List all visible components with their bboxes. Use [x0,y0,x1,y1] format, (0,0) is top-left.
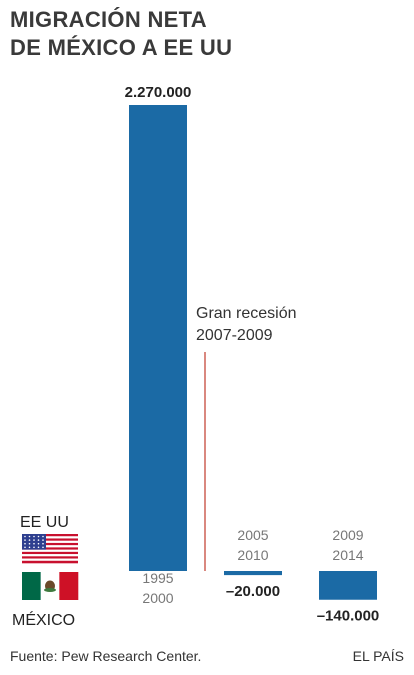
category-label-1-1: 2010 [237,547,268,563]
chart-title: MIGRACIÓN NETA DE MÉXICO A EE UU [10,6,390,62]
source-note: Fuente: Pew Research Center. [10,648,202,664]
recession-annotation-line-0: Gran recesión [196,305,297,322]
value-label-2: –140.000 [317,608,380,625]
bar-2 [319,571,377,600]
bar-1 [224,571,282,576]
category-label-2-1: 2014 [332,547,363,563]
chart-title-line-2: DE MÉXICO A EE UU [10,35,233,60]
us-flag-icon [22,534,78,564]
bar-chart: 2.270.000 –20.000 –140.000 1995 2000 2005 2010… [12,84,380,629]
category-label-1-0: 2005 [237,527,268,543]
value-label-1: –20.000 [226,583,280,600]
value-label-0: 2.270.000 [125,84,192,101]
category-label-2-0: 2009 [332,527,363,543]
bar-0 [129,105,187,571]
negative-side-label: MÉXICO [12,610,75,629]
chart-title-line-1: MIGRACIÓN NETA [10,7,207,32]
category-label-0-0: 1995 [142,570,173,586]
brand-logo-text: EL PAÍS [352,648,404,664]
positive-side-label: EE UU [20,514,69,531]
mexico-flag-icon [22,572,79,600]
recession-annotation-line-1: 2007-2009 [196,327,273,344]
category-label-0-1: 2000 [142,590,173,606]
